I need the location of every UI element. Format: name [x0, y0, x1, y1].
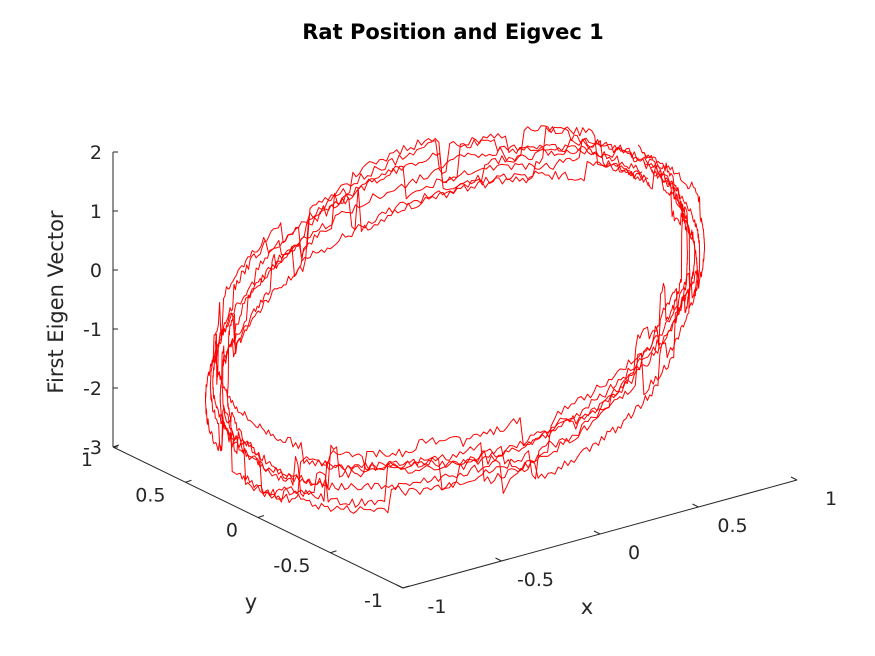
z-tick-label: -3 — [83, 437, 102, 459]
x-ticks: -1 -0.5 0 0.5 1 — [396, 476, 837, 618]
x-tick-label: 0.5 — [717, 515, 747, 537]
x-axis-label: x — [581, 595, 593, 619]
z-tick-label: 0 — [90, 260, 102, 282]
y-ticks: -1 -0.5 0 0.5 1 — [81, 444, 410, 612]
trajectory-lap — [214, 125, 696, 491]
y-tick-mark — [112, 444, 120, 448]
x-tick-mark — [790, 476, 798, 481]
y-tick-mark — [185, 479, 192, 483]
x-tick-label: -1 — [428, 596, 447, 618]
y-axis-label: y — [245, 590, 257, 614]
y-tick-label: 0 — [226, 520, 238, 542]
z-tick-label: -2 — [83, 378, 102, 400]
x-tick-mark — [396, 584, 404, 589]
trajectory-traces — [205, 125, 705, 514]
trajectory-lap — [227, 138, 683, 489]
trajectory-lap — [209, 138, 701, 514]
y-tick-mark — [257, 515, 265, 518]
y-tick-label: 0.5 — [135, 484, 165, 506]
x-tick-mark — [495, 557, 502, 562]
z-tick-label: 1 — [90, 201, 102, 223]
trajectory-lap — [219, 126, 691, 503]
chart-title: Rat Position and Eigvec 1 — [302, 20, 603, 44]
x-tick-label: -0.5 — [517, 569, 554, 591]
y-tick-mark — [330, 550, 337, 554]
x-tick-mark — [692, 503, 699, 508]
y-tick-label: 1 — [81, 449, 93, 471]
y-tick-label: -0.5 — [273, 555, 310, 577]
z-axis-label: First Eigen Vector — [44, 210, 68, 393]
trajectory-lap — [205, 133, 705, 504]
x-tick-mark — [593, 530, 601, 535]
z-tick-label: 2 — [90, 142, 102, 164]
trajectory-lap — [212, 161, 698, 494]
y-tick-label: -1 — [364, 590, 383, 612]
trajectory-lap — [222, 148, 688, 508]
x-tick-label: 1 — [825, 488, 837, 510]
z-ticks: -3 -2 -1 0 1 2 — [83, 142, 118, 459]
x-tick-label: 0 — [628, 542, 640, 564]
z-tick-label: -1 — [83, 319, 102, 341]
